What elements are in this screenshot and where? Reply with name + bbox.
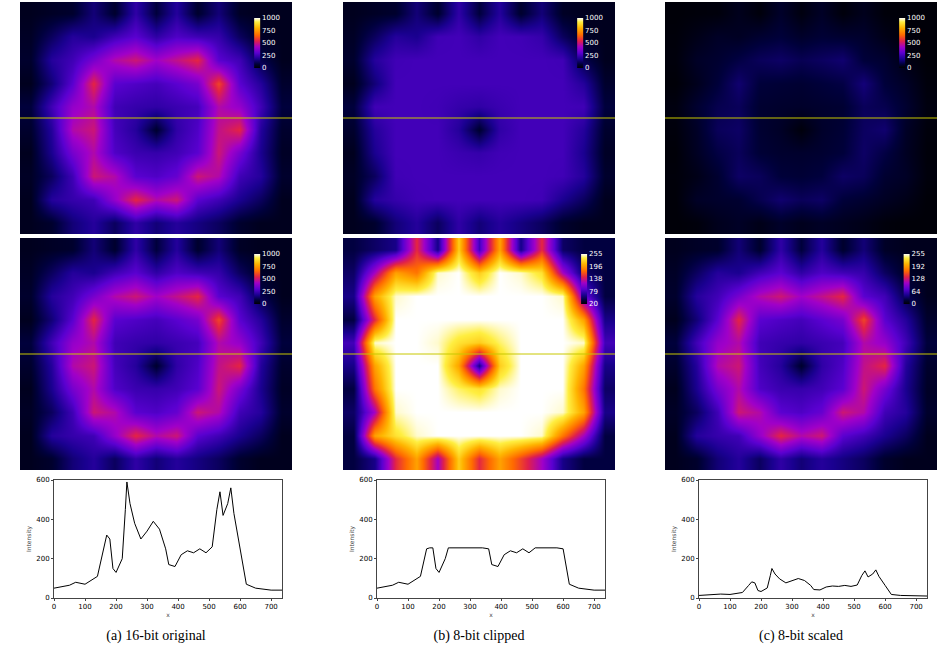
svg-text:700: 700 — [909, 603, 922, 611]
svg-text:1000: 1000 — [262, 250, 280, 258]
svg-text:0: 0 — [585, 64, 589, 72]
svg-text:600: 600 — [878, 603, 891, 611]
svg-text:138: 138 — [589, 275, 602, 283]
svg-text:196: 196 — [589, 263, 603, 271]
svg-text:100: 100 — [78, 603, 91, 611]
svg-text:79: 79 — [589, 288, 598, 296]
svg-text:0: 0 — [907, 64, 911, 72]
svg-text:600: 600 — [359, 476, 372, 484]
html-text:(c) 8-bit scaled: (c) 8-bit scaled — [759, 628, 843, 643]
svg-text:250: 250 — [262, 288, 275, 296]
svg-text:0: 0 — [45, 594, 49, 602]
svg-text:300: 300 — [463, 603, 476, 611]
html-text:(b) 8-bit clipped: (b) 8-bit clipped — [433, 628, 525, 643]
svg-text:0: 0 — [912, 300, 916, 308]
svg-text:200: 200 — [432, 603, 445, 611]
svg-text:750: 750 — [907, 27, 920, 35]
svg-text:600: 600 — [233, 603, 246, 611]
svg-text:0: 0 — [368, 594, 372, 602]
svg-text:128: 128 — [912, 275, 925, 283]
svg-text:x: x — [166, 611, 170, 618]
svg-text:255: 255 — [912, 250, 925, 258]
svg-text:500: 500 — [262, 39, 275, 47]
svg-text:0: 0 — [52, 603, 56, 611]
svg-text:300: 300 — [785, 603, 798, 611]
svg-text:750: 750 — [262, 263, 275, 271]
svg-text:1000: 1000 — [907, 14, 925, 22]
html-text:(a) 16-bit original: (a) 16-bit original — [106, 628, 206, 643]
svg-text:0: 0 — [262, 64, 266, 72]
svg-text:400: 400 — [359, 516, 372, 524]
svg-text:500: 500 — [847, 603, 860, 611]
svg-text:500: 500 — [525, 603, 538, 611]
svg-text:700: 700 — [264, 603, 277, 611]
svg-text:x: x — [489, 611, 493, 618]
svg-text:200: 200 — [359, 555, 372, 563]
svg-text:Intensity: Intensity — [348, 525, 356, 552]
svg-text:200: 200 — [36, 555, 49, 563]
svg-text:64: 64 — [912, 288, 921, 296]
svg-text:700: 700 — [587, 603, 600, 611]
svg-text:600: 600 — [556, 603, 569, 611]
svg-text:200: 200 — [754, 603, 767, 611]
svg-text:100: 100 — [723, 603, 736, 611]
svg-text:250: 250 — [907, 52, 920, 60]
svg-text:400: 400 — [171, 603, 184, 611]
svg-text:200: 200 — [109, 603, 122, 611]
svg-text:0: 0 — [690, 594, 694, 602]
svg-text:1000: 1000 — [585, 14, 603, 22]
svg-text:0: 0 — [262, 300, 266, 308]
svg-text:750: 750 — [585, 27, 598, 35]
svg-text:500: 500 — [202, 603, 215, 611]
svg-text:192: 192 — [912, 263, 925, 271]
svg-text:250: 250 — [262, 52, 275, 60]
svg-text:100: 100 — [401, 603, 414, 611]
svg-text:0: 0 — [375, 603, 379, 611]
svg-text:Intensity: Intensity — [25, 525, 33, 552]
svg-text:20: 20 — [589, 300, 598, 308]
svg-text:500: 500 — [262, 275, 275, 283]
svg-text:600: 600 — [36, 476, 49, 484]
svg-text:Intensity: Intensity — [670, 525, 678, 552]
svg-text:x: x — [811, 611, 815, 618]
svg-text:255: 255 — [589, 250, 602, 258]
svg-text:400: 400 — [816, 603, 829, 611]
svg-text:400: 400 — [36, 516, 49, 524]
svg-text:750: 750 — [262, 27, 275, 35]
svg-text:500: 500 — [585, 39, 598, 47]
svg-text:200: 200 — [681, 555, 694, 563]
svg-text:500: 500 — [907, 39, 920, 47]
svg-text:600: 600 — [681, 476, 694, 484]
svg-text:1000: 1000 — [262, 14, 280, 22]
svg-text:0: 0 — [697, 603, 701, 611]
svg-text:250: 250 — [585, 52, 598, 60]
svg-text:400: 400 — [681, 516, 694, 524]
svg-text:300: 300 — [140, 603, 153, 611]
svg-text:400: 400 — [494, 603, 507, 611]
